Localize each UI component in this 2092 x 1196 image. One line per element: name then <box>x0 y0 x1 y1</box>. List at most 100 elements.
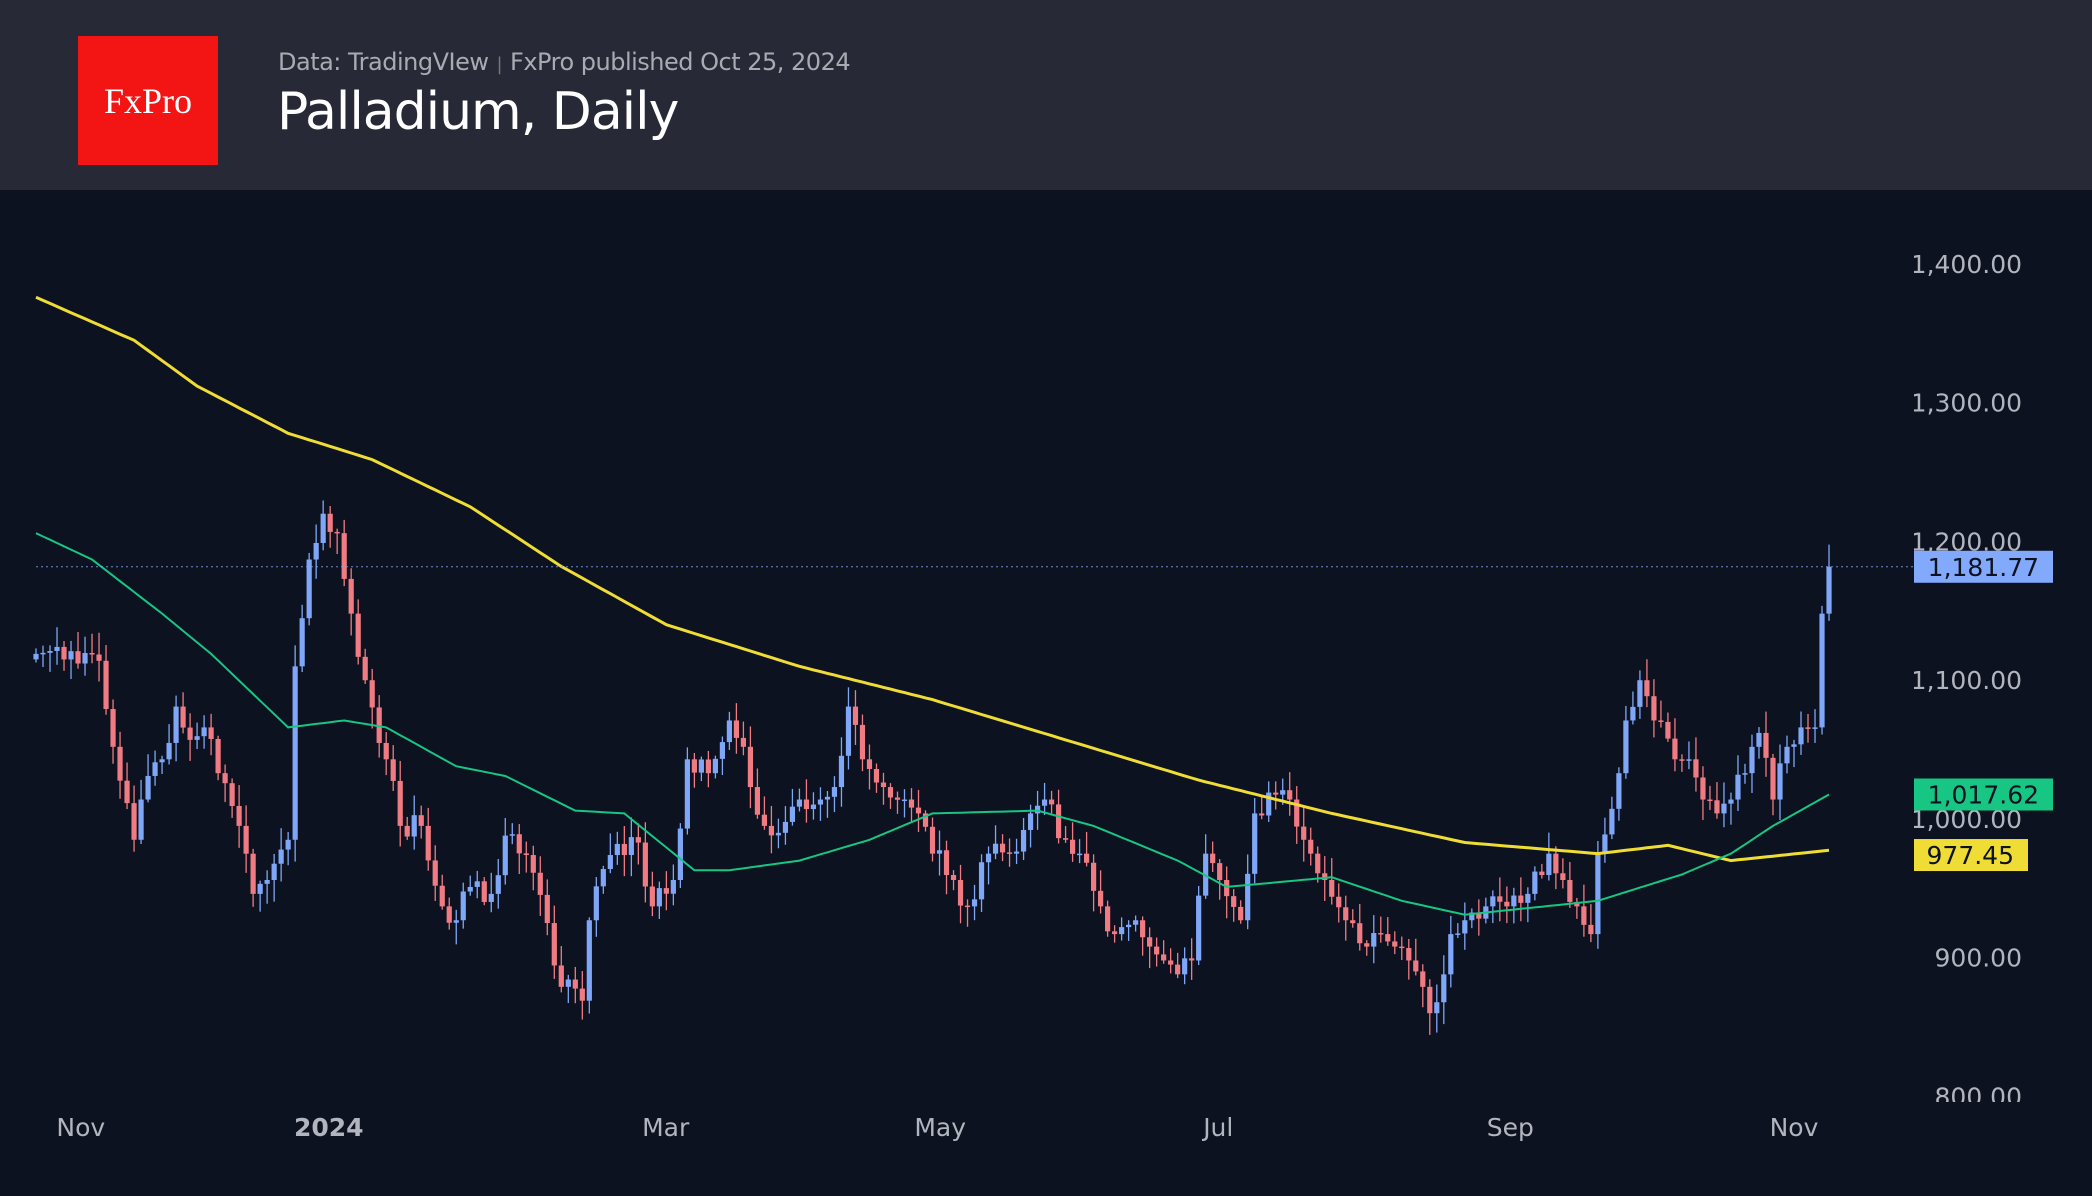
candle <box>922 810 929 832</box>
candle <box>1406 938 1412 980</box>
candle <box>250 848 256 907</box>
candle-body <box>1399 946 1405 949</box>
candle <box>1378 916 1384 943</box>
candle-body <box>1504 901 1510 907</box>
candle <box>1224 866 1230 919</box>
candle-body <box>1273 792 1279 795</box>
candle <box>187 713 193 761</box>
candle <box>817 787 824 821</box>
candle <box>1826 544 1832 621</box>
candle-body <box>1427 986 1433 1014</box>
candle-body <box>775 832 782 836</box>
candle <box>1076 839 1083 864</box>
candle-body <box>908 799 915 808</box>
candle <box>894 791 901 814</box>
candle <box>82 636 88 676</box>
candle <box>985 846 992 885</box>
candle <box>1700 766 1706 821</box>
candle-body <box>96 654 102 661</box>
candle <box>1413 938 1419 976</box>
candle <box>1616 767 1622 821</box>
candle-body <box>1287 790 1293 800</box>
candle-body <box>1616 773 1622 809</box>
candle-body <box>453 920 459 923</box>
ma-slow-line <box>35 295 1830 863</box>
candle <box>1462 902 1468 950</box>
candle <box>796 788 803 812</box>
candle-body <box>152 762 158 776</box>
candle-body <box>1805 727 1811 729</box>
candle <box>54 627 60 665</box>
candle-body <box>1658 720 1664 722</box>
candle-body <box>1168 960 1174 965</box>
last-price-tag-bg <box>1914 550 2053 583</box>
candle-body <box>1371 933 1377 947</box>
candle-body <box>1266 792 1272 816</box>
candle-body <box>1336 896 1342 908</box>
candle <box>1448 915 1454 988</box>
candle <box>516 824 522 874</box>
candle <box>1427 979 1433 1035</box>
candle-body <box>887 787 894 798</box>
candle-body <box>593 886 599 921</box>
candle <box>152 750 158 786</box>
candle-body <box>530 855 536 873</box>
ma-fast-line <box>35 532 1830 916</box>
candle-body <box>1189 958 1195 961</box>
candle-body <box>649 886 655 907</box>
candle <box>1777 744 1783 821</box>
candle-body <box>334 531 340 534</box>
candle-body <box>1020 829 1027 852</box>
candle-body <box>1630 706 1636 721</box>
candle-body <box>586 920 592 1001</box>
candle-body <box>943 850 950 876</box>
candle-body <box>1812 727 1818 729</box>
y-tick-label: 1,100.00 <box>1911 666 2022 695</box>
candle-body <box>1539 871 1545 876</box>
candle-body <box>306 559 312 619</box>
candle-body <box>1210 853 1216 864</box>
candle-body <box>516 834 522 854</box>
candle <box>1245 854 1251 930</box>
candle-body <box>278 849 284 864</box>
candle <box>460 882 466 929</box>
candle-body <box>1217 863 1223 881</box>
candle <box>285 831 291 866</box>
candle <box>838 737 845 807</box>
candle-body <box>803 799 810 810</box>
candle <box>1644 659 1650 708</box>
candle-body <box>467 886 473 892</box>
candle-body <box>488 893 494 902</box>
candle <box>642 822 648 903</box>
price-chart[interactable]: 1,400.001,300.001,200.001,100.001,000.00… <box>0 190 2092 1196</box>
candle <box>194 722 200 750</box>
candle-body <box>1434 1002 1440 1014</box>
candle-body <box>1259 813 1265 816</box>
candle <box>915 789 922 833</box>
candle <box>1749 734 1755 794</box>
candle <box>1707 785 1713 810</box>
candle-body <box>1700 777 1706 800</box>
candle <box>1091 854 1097 912</box>
candle-body <box>40 652 46 655</box>
candle-body <box>271 863 277 881</box>
candle <box>1048 790 1055 814</box>
candle <box>810 792 817 820</box>
candle <box>1308 827 1314 866</box>
candle-body <box>761 814 768 826</box>
candle-body <box>978 862 985 900</box>
candle <box>1735 755 1741 811</box>
candle <box>691 752 697 788</box>
candle-body <box>1322 873 1328 881</box>
candle-body <box>999 843 1006 853</box>
candle <box>1175 952 1181 979</box>
candle-body <box>1644 680 1650 697</box>
candle <box>712 755 718 779</box>
candle <box>1385 917 1391 946</box>
candle-body <box>124 780 130 804</box>
candle-body <box>1777 763 1783 800</box>
candle <box>1238 900 1244 924</box>
candle <box>614 831 620 865</box>
candle-body <box>201 727 207 737</box>
candle-body <box>1609 808 1615 835</box>
